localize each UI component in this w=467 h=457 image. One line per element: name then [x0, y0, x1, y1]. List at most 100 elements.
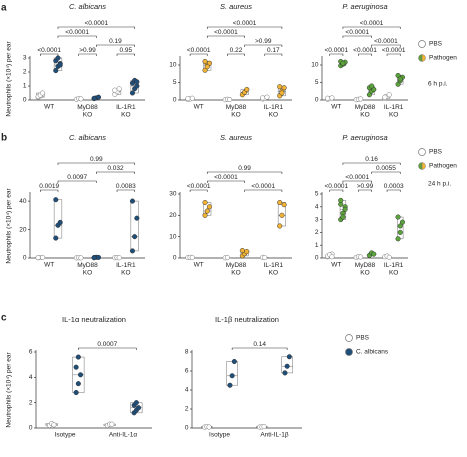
- legend-label: PBS: [429, 41, 443, 48]
- x-tick-label: MyD88 KO: [77, 104, 98, 119]
- data-point: [358, 96, 364, 102]
- data-point: [399, 219, 406, 225]
- data-point: [397, 223, 403, 229]
- x-tick-label: IL-1R1 KO: [264, 104, 284, 119]
- significance-bracket: [342, 26, 401, 29]
- data-point: [77, 372, 84, 378]
- p-value-label: <0.0001: [214, 174, 238, 181]
- data-point: [277, 84, 283, 90]
- data-point: [281, 85, 287, 91]
- data-point: [129, 90, 135, 96]
- y-tick-label: 5: [315, 191, 319, 198]
- p-value-label: <0.0001: [187, 183, 211, 190]
- data-point: [282, 370, 288, 376]
- significance-bracket: [342, 180, 372, 183]
- y-tick-label: 0: [173, 97, 177, 104]
- y-tick-label: 2: [185, 406, 189, 413]
- p-value-label: <0.0001: [360, 20, 384, 27]
- data-point: [57, 62, 63, 68]
- p-value-label: 0.14: [253, 341, 266, 348]
- data-point: [134, 79, 140, 85]
- data-point: [244, 86, 250, 93]
- p-value-label: <0.0001: [233, 20, 257, 27]
- p-value-label: 0.0097: [67, 174, 87, 181]
- significance-bracket: [371, 44, 401, 47]
- x-tick-label: IL-1R1 KO: [384, 104, 404, 119]
- x-tick-label: WT: [194, 262, 204, 269]
- legend-marker: [345, 334, 353, 342]
- x-tick-label: IL-1R1 KO: [116, 104, 136, 119]
- p-value-label: 0.95: [120, 47, 133, 54]
- legend-marker: [345, 348, 353, 356]
- data-point: [55, 55, 61, 61]
- p-value-label: <0.0001: [324, 47, 348, 54]
- data-point: [227, 96, 233, 103]
- significance-bracket: [227, 53, 245, 56]
- data-point: [134, 83, 140, 89]
- data-point: [239, 247, 245, 254]
- data-point: [204, 208, 210, 214]
- x-tick-label: Isotype: [55, 432, 76, 439]
- y-tick-label: 6: [29, 349, 33, 356]
- significance-bracket: [57, 162, 135, 165]
- x-tick-label: WT: [331, 104, 341, 111]
- y-axis-label: Neutrophils (×10⁴) per ear: [6, 352, 13, 428]
- significance-bracket: [206, 171, 283, 174]
- x-tick-label: Anti-IL-1β: [260, 432, 289, 439]
- y-tick-label: 2: [29, 399, 33, 406]
- data-point: [95, 254, 102, 260]
- data-point: [382, 94, 388, 100]
- data-point: [202, 212, 208, 218]
- chart-title: P. aeruginosa: [342, 2, 387, 11]
- chart-title: C. albicans: [69, 2, 106, 11]
- y-tick-label: 0: [315, 97, 319, 104]
- data-point: [57, 219, 63, 225]
- data-point: [284, 363, 290, 369]
- data-point: [231, 358, 237, 365]
- data-point: [133, 400, 139, 406]
- panel-label: b: [1, 133, 7, 144]
- data-point: [329, 254, 335, 260]
- p-value-label: 0.19: [109, 38, 122, 45]
- x-tick-label: Isotype: [209, 432, 230, 439]
- data-point: [129, 198, 135, 204]
- significance-bracket: [206, 180, 245, 183]
- significance-bracket: [329, 189, 344, 192]
- p-value-label: 0.17: [267, 47, 280, 54]
- data-point: [204, 64, 210, 70]
- y-tick-label: 30: [169, 191, 177, 198]
- y-tick-label: 0: [23, 255, 27, 262]
- x-tick-label: WT: [44, 104, 54, 111]
- data-point: [95, 94, 102, 100]
- x-tick-label: WT: [44, 262, 54, 269]
- x-tick-label: IL-1R1 KO: [264, 262, 284, 277]
- data-point: [329, 95, 335, 101]
- data-point: [78, 255, 84, 261]
- p-value-label: <0.0001: [187, 47, 211, 54]
- x-tick-label: MyD88 KO: [226, 104, 247, 119]
- data-point: [91, 255, 97, 261]
- panel-label: a: [1, 3, 7, 14]
- x-tick-label: MyD88 KO: [355, 262, 376, 277]
- y-tick-label: 1: [315, 242, 319, 249]
- y-tick-label: 4: [315, 204, 319, 211]
- legend-label: Pathogen: [429, 163, 457, 170]
- p-value-label: 0.0003: [384, 183, 404, 190]
- x-tick-label: MyD88 KO: [355, 104, 376, 119]
- p-value-label: <0.0001: [214, 29, 238, 36]
- legend-marker: [418, 40, 426, 48]
- y-tick-label: 20: [169, 212, 177, 219]
- data-point: [202, 199, 208, 206]
- x-tick-label: IL-1R1 KO: [116, 262, 136, 277]
- p-value-label: <0.0001: [84, 20, 108, 27]
- p-value-label: <0.0001: [374, 38, 398, 45]
- p-value-label: >0.99: [79, 47, 96, 54]
- y-axis-label: Neutrophils (×10⁴) per ear: [6, 41, 13, 117]
- significance-bracket: [358, 53, 372, 56]
- legend-label: PBS: [429, 149, 443, 156]
- data-point: [224, 255, 230, 261]
- data-point: [397, 229, 403, 235]
- chart-title: S. aureus: [220, 133, 252, 142]
- y-tick-label: 0: [23, 97, 27, 104]
- data-point: [342, 206, 348, 212]
